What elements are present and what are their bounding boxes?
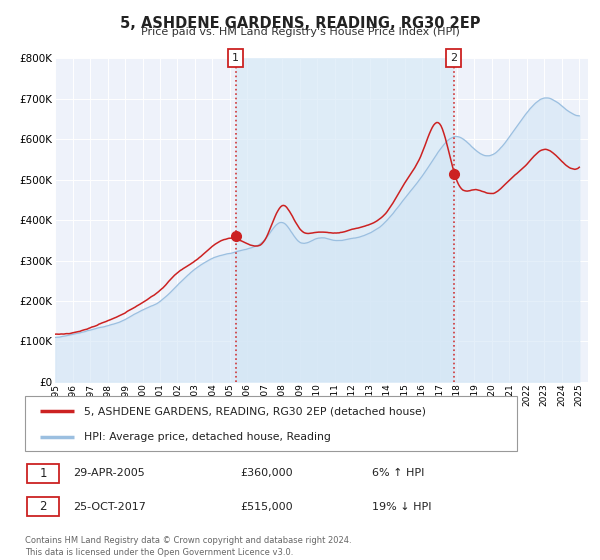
Bar	[236, 58, 454, 382]
Text: 2: 2	[40, 500, 47, 514]
Text: 6% ↑ HPI: 6% ↑ HPI	[372, 468, 424, 478]
FancyBboxPatch shape	[25, 396, 517, 451]
Text: Price paid vs. HM Land Registry's House Price Index (HPI): Price paid vs. HM Land Registry's House …	[140, 27, 460, 37]
Text: HPI: Average price, detached house, Reading: HPI: Average price, detached house, Read…	[84, 432, 331, 441]
FancyBboxPatch shape	[27, 464, 59, 483]
Text: £360,000: £360,000	[240, 468, 293, 478]
Text: 1: 1	[232, 53, 239, 63]
Text: 25-OCT-2017: 25-OCT-2017	[73, 502, 146, 512]
FancyBboxPatch shape	[27, 497, 59, 516]
Text: 5, ASHDENE GARDENS, READING, RG30 2EP: 5, ASHDENE GARDENS, READING, RG30 2EP	[120, 16, 480, 31]
Text: 5, ASHDENE GARDENS, READING, RG30 2EP (detached house): 5, ASHDENE GARDENS, READING, RG30 2EP (d…	[84, 407, 426, 416]
Text: Contains HM Land Registry data © Crown copyright and database right 2024.
This d: Contains HM Land Registry data © Crown c…	[25, 536, 352, 557]
Text: £515,000: £515,000	[240, 502, 293, 512]
Text: 29-APR-2005: 29-APR-2005	[73, 468, 145, 478]
Text: 2: 2	[450, 53, 457, 63]
Text: 1: 1	[40, 466, 47, 480]
Text: 19% ↓ HPI: 19% ↓ HPI	[372, 502, 431, 512]
